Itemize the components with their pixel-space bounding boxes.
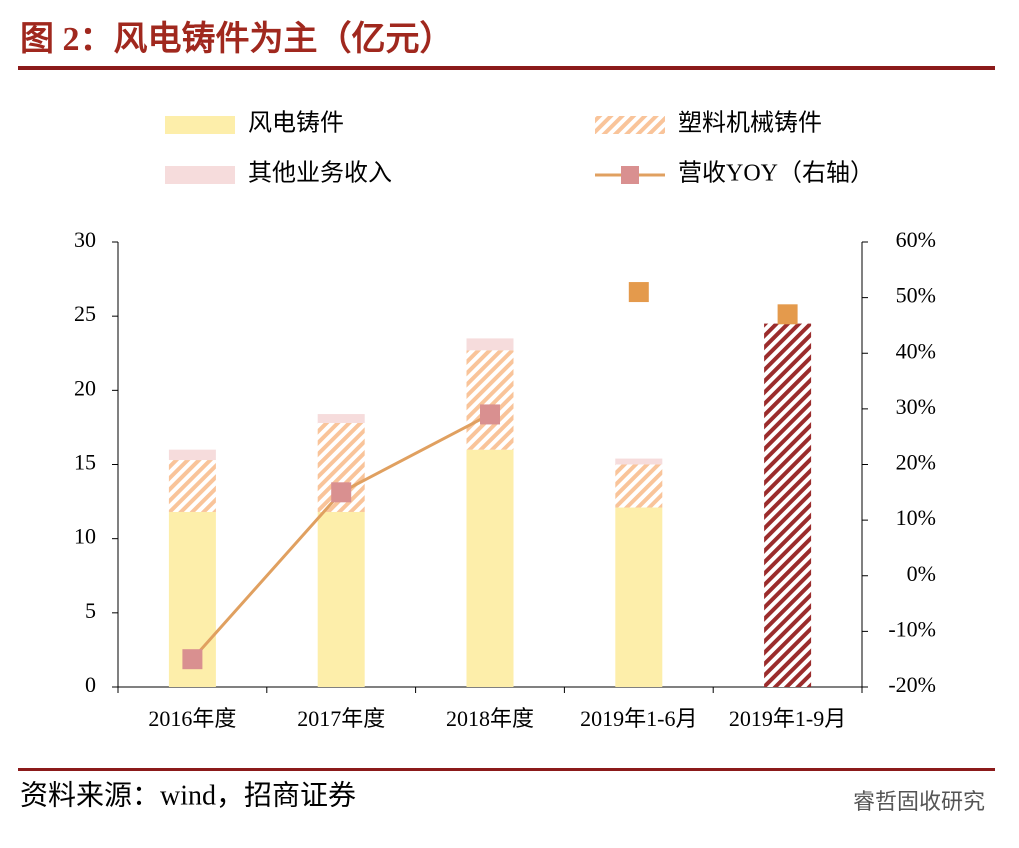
bar (466, 338, 514, 351)
marker (628, 282, 649, 303)
marker (777, 304, 798, 325)
y-tick-label: 0 (85, 672, 96, 697)
x-tick-label: 2017年度 (297, 706, 385, 731)
legend-marker (621, 166, 639, 184)
y2-tick-label: 40% (896, 338, 936, 363)
bar (615, 458, 663, 465)
y2-tick-label: 30% (896, 394, 936, 419)
bar (615, 507, 663, 687)
marker (331, 482, 352, 503)
y2-tick-label: -10% (888, 616, 936, 641)
y2-tick-label: 0% (907, 561, 936, 586)
source-rule (18, 768, 995, 771)
bar (317, 511, 365, 687)
title-rule (18, 66, 995, 70)
legend-swatch (165, 166, 235, 184)
x-tick-label: 2018年度 (446, 706, 534, 731)
y-tick-label: 30 (74, 227, 96, 252)
bar (168, 460, 216, 512)
x-tick-label: 2019年1-6月 (580, 706, 697, 731)
legend-swatch (595, 116, 665, 134)
chart-title: 图 2：风电铸件为主（亿元） (20, 19, 454, 58)
marker (182, 649, 203, 670)
y2-tick-label: -20% (888, 672, 936, 697)
bar (466, 350, 514, 450)
x-tick-label: 2016年度 (148, 706, 236, 731)
bar (317, 414, 365, 423)
y2-tick-label: 20% (896, 450, 936, 475)
y-tick-label: 25 (74, 301, 96, 326)
y-tick-label: 5 (85, 598, 96, 623)
bar (615, 464, 663, 508)
source: 资料来源：wind，招商证券 (20, 779, 356, 811)
y2-tick-label: 50% (896, 283, 936, 308)
y2-tick-label: 10% (896, 505, 936, 530)
y-tick-label: 20 (74, 375, 96, 400)
x-tick-label: 2019年1-9月 (729, 706, 846, 731)
bar (168, 449, 216, 461)
legend-label: 营收YOY（右轴） (678, 160, 874, 187)
bar (764, 323, 812, 687)
y-tick-label: 10 (74, 524, 96, 549)
legend-label: 塑料机械铸件 (678, 110, 822, 137)
legend-label: 风电铸件 (248, 110, 344, 137)
watermark: 睿哲固收研究 (853, 790, 985, 815)
y-tick-label: 15 (74, 450, 96, 475)
y2-tick-label: 60% (896, 227, 936, 252)
bar (466, 449, 514, 687)
legend-label: 其他业务收入 (248, 160, 392, 187)
marker (480, 404, 500, 425)
legend-swatch (165, 116, 235, 134)
